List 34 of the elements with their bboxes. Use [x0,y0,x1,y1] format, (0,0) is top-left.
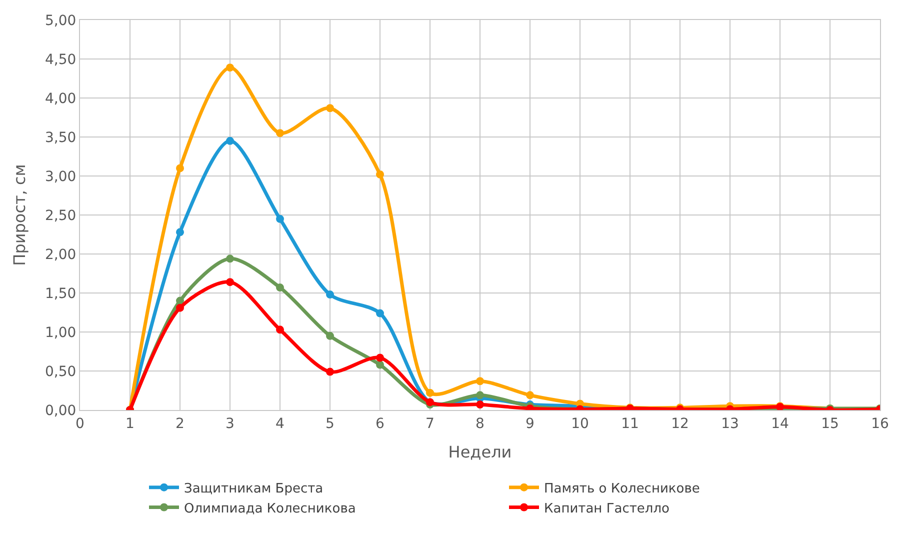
x-tick-label: 9 [526,416,534,432]
x-tick-label: 3 [226,416,234,432]
x-tick-label: 5 [326,416,334,432]
x-tick-label: 4 [276,416,285,432]
x-axis-title: Недели [448,442,512,462]
x-tick-label: 11 [621,416,639,432]
y-tick-label: 0,50 [45,364,76,380]
y-tick-label: 5,00 [45,12,76,29]
y-tick-label: 0,00 [45,402,76,419]
x-tick-label: 7 [426,416,434,432]
legend-label: Защитникам Бреста [184,481,324,496]
y-tick-label: 1,00 [45,324,76,341]
y-tick-label: 2,50 [45,208,76,224]
x-tick-label: 6 [376,416,385,432]
x-tick-label: 15 [821,416,839,432]
x-tick-label: 1 [126,416,134,432]
x-tick-label: 13 [721,416,739,432]
x-tick-label: 12 [671,416,689,432]
legend-label: Олимпиада Колесникова [184,501,356,516]
x-tick-label: 0 [76,416,84,432]
y-tick-label: 4,00 [45,90,76,107]
y-tick-label: 4,50 [45,52,76,68]
y-tick-label: 3,00 [45,168,76,185]
y-axis-title: Прирост, см [10,164,29,266]
y-tick-label: 2,00 [45,246,76,263]
y-tick-label: 1,50 [45,286,76,302]
x-tick-label: 10 [571,416,589,432]
legend-label: Капитан Гастелло [544,501,670,516]
y-tick-label: 3,50 [45,130,76,146]
x-tick-label: 8 [476,416,484,432]
x-tick-label: 2 [176,416,184,432]
x-tick-label: 14 [771,416,789,432]
legend-label: Память о Колесникове [544,481,700,496]
x-tick-label: 16 [871,416,889,432]
